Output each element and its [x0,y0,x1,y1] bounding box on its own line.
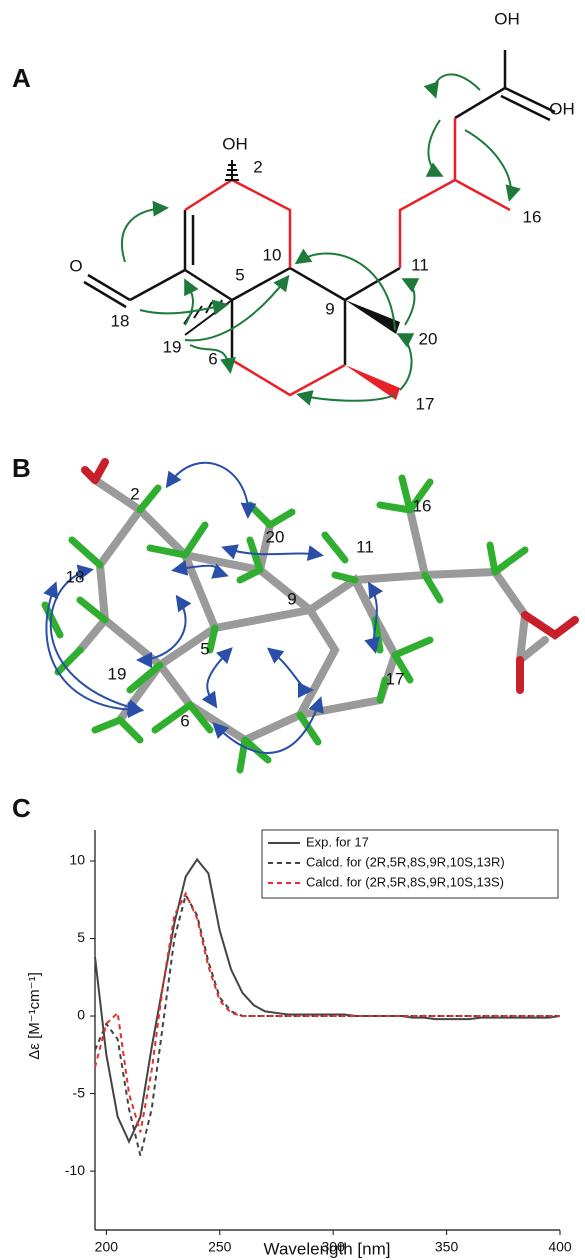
atom-label: 9 [325,299,334,318]
atom-label: 11 [356,537,374,556]
atom-label: 20 [419,329,438,348]
y-tick-label: 5 [77,929,85,945]
y-tick-label: 10 [69,852,85,868]
x-tick-label: 250 [208,1239,232,1255]
atom-label: 19 [108,664,127,683]
atom-label: 5 [200,639,209,658]
x-tick-label: 200 [95,1239,119,1255]
series-line [95,895,560,1155]
x-tick-label: 400 [548,1239,572,1255]
atom-label: 18 [66,567,85,586]
atom-label: OH [494,9,520,28]
atom-label: 5 [235,265,244,284]
panel-b: B 2 16 20 11 18 9 5 19 6 17 [12,453,575,770]
panel-label: B [12,453,31,483]
figure: A OH 2 OH OH O 16 10 11 5 9 20 18 19 6 1… [0,0,585,1260]
y-tick-label: -10 [65,1162,85,1178]
atom-label: OH [222,134,248,153]
atom-label: O [69,256,82,275]
series-line [95,894,560,1133]
series-line [95,859,560,1141]
y-axis-title: Δε [M⁻¹cm⁻¹] [26,972,43,1060]
x-tick-label: 300 [321,1239,345,1255]
atom-label: 9 [287,589,296,608]
atom-label: 16 [523,207,542,226]
panel-label: C [12,793,31,823]
y-tick-label: 0 [77,1007,85,1023]
atom-label: 6 [208,349,217,368]
x-tick-label: 350 [435,1239,459,1255]
atom-label: 17 [386,669,405,688]
atom-label: 17 [416,394,435,413]
legend-label: Calcd. for (2R,5R,8S,9R,10S,13R) [306,854,505,869]
atom-label: 10 [263,245,282,264]
y-tick-label: -5 [73,1084,86,1100]
atom-label: 2 [253,157,262,176]
structure-bonds [84,50,555,400]
atom-label: 18 [111,311,130,330]
legend-label: Exp. for 17 [306,834,369,849]
atom-label: 20 [266,527,285,546]
legend-label: Calcd. for (2R,5R,8S,9R,10S,13S) [306,874,504,889]
atom-label: 19 [163,337,182,356]
atom-label: 2 [130,484,139,503]
atom-label: 16 [413,496,432,515]
atom-label: 6 [180,711,189,730]
panel-a: A OH 2 OH OH O 16 10 11 5 9 20 18 19 6 1… [12,9,575,413]
panel-label: A [12,63,31,93]
atom-label: OH [549,99,575,118]
atom-label: 11 [411,255,429,274]
